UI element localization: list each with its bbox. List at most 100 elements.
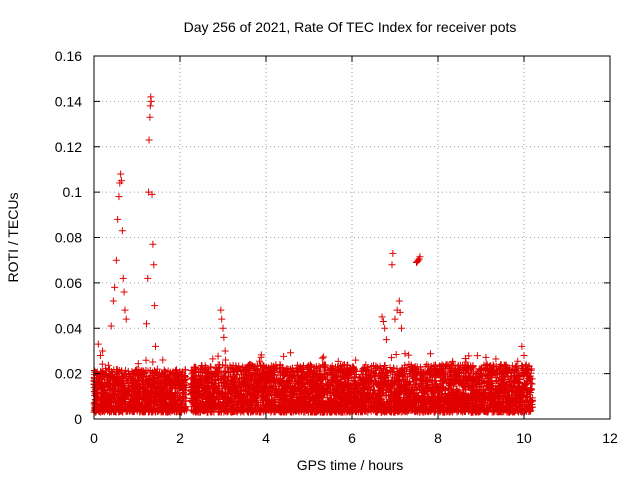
data-point (169, 407, 177, 415)
data-point (126, 380, 134, 388)
data-point (157, 391, 165, 399)
data-point (143, 380, 151, 388)
data-point (101, 406, 109, 414)
data-point (171, 389, 179, 397)
data-point (175, 372, 183, 380)
data-point (98, 360, 106, 368)
data-point (124, 407, 132, 415)
data-point (161, 402, 169, 410)
data-point (97, 384, 105, 392)
data-point (166, 370, 174, 378)
data-point (320, 353, 328, 361)
data-point (98, 404, 106, 412)
data-point (101, 367, 109, 375)
data-point (153, 365, 161, 373)
data-point (113, 397, 121, 405)
data-point (178, 376, 186, 384)
grid-lines (94, 56, 610, 419)
data-point (132, 366, 140, 374)
data-point (165, 374, 173, 382)
data-point (172, 385, 180, 393)
data-point (162, 376, 170, 384)
data-point (427, 350, 435, 358)
data-point (96, 379, 104, 387)
data-point (169, 381, 177, 389)
data-point (163, 380, 171, 388)
data-point (153, 371, 161, 379)
data-point (181, 405, 189, 413)
data-point (176, 368, 184, 376)
data-point (98, 394, 106, 402)
data-points (90, 93, 536, 416)
data-point (140, 369, 148, 377)
data-point (387, 354, 395, 362)
data-point (135, 385, 143, 393)
data-point (105, 366, 113, 374)
data-point (158, 387, 166, 395)
data-point (111, 380, 119, 388)
data-point (130, 390, 138, 398)
data-point (143, 392, 151, 400)
data-point (118, 377, 126, 385)
data-point (405, 351, 413, 359)
data-point (149, 358, 157, 366)
data-point (132, 395, 140, 403)
data-point (151, 397, 159, 405)
data-point (149, 390, 157, 398)
data-point (110, 385, 118, 393)
data-point (97, 389, 105, 397)
data-point (139, 395, 147, 403)
data-point (133, 365, 141, 373)
data-point (492, 355, 500, 363)
data-point (118, 367, 126, 375)
data-point (287, 349, 295, 357)
data-point (149, 408, 157, 416)
data-point (126, 392, 134, 400)
data-point (175, 394, 183, 402)
data-point (107, 395, 115, 403)
data-point (115, 392, 123, 400)
data-point (130, 383, 138, 391)
data-point (148, 382, 156, 390)
data-point (104, 397, 112, 405)
data-point (177, 395, 185, 403)
data-point (94, 384, 102, 392)
data-point (125, 391, 133, 399)
data-point (112, 381, 120, 389)
data-point (318, 354, 326, 362)
data-point (156, 379, 164, 387)
data-point (352, 356, 360, 364)
data-point (120, 371, 128, 379)
data-point (91, 407, 99, 415)
data-point (157, 404, 165, 412)
data-point (179, 386, 187, 394)
data-point (280, 352, 288, 360)
data-point (154, 373, 162, 381)
data-point (95, 408, 103, 416)
data-point (146, 396, 154, 404)
data-point (122, 408, 130, 416)
data-point (112, 404, 120, 412)
data-point (156, 406, 164, 414)
data-point (119, 398, 127, 406)
data-point (164, 386, 172, 394)
data-point (121, 366, 129, 374)
data-point (473, 352, 481, 360)
data-point (113, 391, 121, 399)
data-point (180, 393, 188, 401)
data-point (145, 393, 153, 401)
data-point (176, 382, 184, 390)
data-point (112, 371, 120, 379)
data-point (165, 407, 173, 415)
data-point (392, 350, 400, 358)
data-point (133, 404, 141, 412)
data-point (134, 360, 142, 368)
data-point (139, 389, 147, 397)
data-point (129, 371, 137, 379)
data-point (142, 403, 150, 411)
data-point (150, 370, 158, 378)
data-point (164, 393, 172, 401)
data-point (482, 353, 490, 361)
data-point (142, 377, 150, 385)
